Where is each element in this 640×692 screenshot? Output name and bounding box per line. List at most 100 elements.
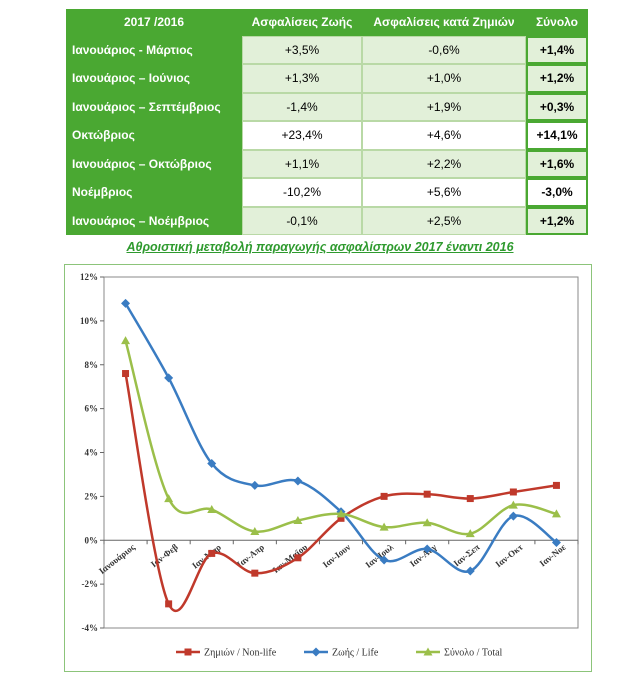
row-life: +3,5%	[242, 35, 362, 64]
data-point-life	[207, 458, 217, 468]
row-life: -0,1%	[242, 206, 362, 235]
row-nonlife: +2,2%	[362, 149, 526, 178]
data-point-total	[508, 500, 518, 509]
data-point-nonlife	[294, 554, 302, 562]
legend-life-label: Ζωής / Life	[332, 648, 379, 659]
row-life: +1,1%	[242, 149, 362, 178]
row-total: +1,6%	[526, 149, 588, 178]
chart-title: Αθροιστική μεταβολή παραγωγής ασφαλίστρω…	[126, 240, 514, 254]
row-nonlife: +2,5%	[362, 206, 526, 235]
data-point-life	[379, 555, 389, 565]
row-nonlife: +5,6%	[362, 178, 526, 207]
series-line-total	[124, 340, 557, 536]
row-nonlife: +1,9%	[362, 92, 526, 121]
x-tick-label: Ιαν-Οκτ	[493, 541, 525, 569]
data-point-nonlife	[184, 648, 192, 656]
row-period: Ιανουάριος – Σεπτέμβριος	[66, 92, 242, 121]
data-point-total	[121, 336, 131, 345]
row-period: Ιανουάριος – Οκτώβριος	[66, 149, 242, 178]
data-point-life	[465, 566, 475, 576]
row-period: Ιανουάριος – Νοέμβριος	[66, 206, 242, 235]
row-nonlife: +4,6%	[362, 121, 526, 150]
row-nonlife: +1,0%	[362, 64, 526, 93]
data-point-total	[422, 518, 432, 527]
data-point-life	[164, 373, 174, 383]
data-point-life	[422, 544, 432, 554]
row-life: -1,4%	[242, 92, 362, 121]
data-point-total	[423, 647, 433, 656]
row-total: +1,2%	[526, 64, 588, 93]
x-tick-label: Ιαν-Νοε	[538, 542, 568, 569]
table-row: Νοέμβριος -10,2% +5,6% -3,0%	[66, 178, 588, 207]
data-point-total	[164, 494, 174, 503]
row-period: Ιανουάριος - Μάρτιος	[66, 35, 242, 64]
data-point-total	[465, 529, 475, 538]
data-point-nonlife	[251, 569, 259, 577]
data-point-life	[293, 476, 303, 486]
table-row: Ιανουάριος – Σεπτέμβριος -1,4% +1,9% +0,…	[66, 92, 588, 121]
header-total: Σύνολο	[526, 9, 588, 36]
row-total: +1,4%	[526, 35, 588, 64]
data-point-life	[250, 480, 260, 490]
data-point-life	[551, 537, 561, 547]
y-tick-label: 12%	[80, 272, 98, 282]
data-point-total	[207, 505, 217, 514]
row-life: +1,3%	[242, 64, 362, 93]
data-point-nonlife	[208, 549, 216, 557]
data-point-life	[121, 298, 131, 308]
x-tick-label: Ιανουάριος	[97, 542, 137, 576]
y-tick-label: 8%	[85, 360, 99, 370]
data-point-nonlife	[423, 490, 431, 498]
row-total: +14,1%	[526, 121, 588, 150]
row-total: +0,3%	[526, 92, 588, 121]
y-tick-label: -4%	[82, 623, 99, 633]
data-point-total	[336, 509, 346, 518]
y-tick-label: 0%	[85, 535, 99, 545]
legend-total-label: Σύνολο / Total	[444, 648, 503, 659]
table-row: Ιανουάριος - Μάρτιος +3,5% -0,6% +1,4%	[66, 35, 588, 64]
table-row: Οκτώβριος +23,4% +4,6% +14,1%	[66, 121, 588, 150]
row-total: +1,2%	[526, 206, 588, 235]
data-point-nonlife	[337, 514, 345, 522]
chart-frame	[64, 264, 592, 672]
row-total: -3,0%	[526, 178, 588, 207]
y-tick-label: 2%	[85, 491, 99, 501]
header-nonlife: Ασφαλίσεις κατά Ζημιών	[362, 9, 526, 36]
y-tick-label: 4%	[85, 448, 99, 458]
data-point-nonlife	[552, 481, 560, 489]
data-point-total	[250, 526, 260, 535]
y-tick-label: -2%	[82, 579, 99, 589]
data-point-life	[508, 511, 518, 521]
y-tick-label: 10%	[80, 316, 98, 326]
data-point-nonlife	[466, 495, 474, 503]
results-table: 2017 /2016 Ασφαλίσεις Ζωής Ασφαλίσεις κα…	[66, 9, 588, 235]
header-period: 2017 /2016	[66, 9, 242, 36]
series-line-life	[124, 302, 558, 573]
row-period: Νοέμβριος	[66, 178, 242, 207]
table-row: Ιανουάριος – Ιούνιος +1,3% +1,0% +1,2%	[66, 64, 588, 93]
row-period: Οκτώβριος	[66, 121, 242, 150]
table-header-row: 2017 /2016 Ασφαλίσεις Ζωής Ασφαλίσεις κα…	[66, 9, 588, 36]
x-tick-label: Ιαν-Ιουν	[321, 542, 353, 570]
data-point-total	[379, 522, 389, 531]
data-point-nonlife	[165, 600, 173, 608]
x-tick-label: Ιαν-Αυγ	[408, 541, 439, 568]
data-point-nonlife	[380, 492, 388, 500]
row-life: -10,2%	[242, 178, 362, 207]
data-point-nonlife	[122, 370, 130, 378]
legend-nonlife-label: Ζημιών / Non-life	[204, 648, 277, 659]
row-nonlife: -0,6%	[362, 35, 526, 64]
row-period: Ιανουάριος – Ιούνιος	[66, 64, 242, 93]
data-point-life	[311, 647, 321, 657]
data-point-nonlife	[509, 488, 517, 496]
series-line-nonlife	[124, 373, 557, 613]
data-point-total	[293, 516, 303, 525]
table-row: Ιανουάριος – Οκτώβριος +1,1% +2,2% +1,6%	[66, 149, 588, 178]
plot-area	[103, 276, 579, 629]
table-row: Ιανουάριος – Νοέμβριος -0,1% +2,5% +1,2%	[66, 206, 588, 235]
header-life: Ασφαλίσεις Ζωής	[242, 9, 362, 36]
data-point-total	[551, 509, 561, 518]
row-life: +23,4%	[242, 121, 362, 150]
y-tick-label: 6%	[85, 404, 99, 414]
